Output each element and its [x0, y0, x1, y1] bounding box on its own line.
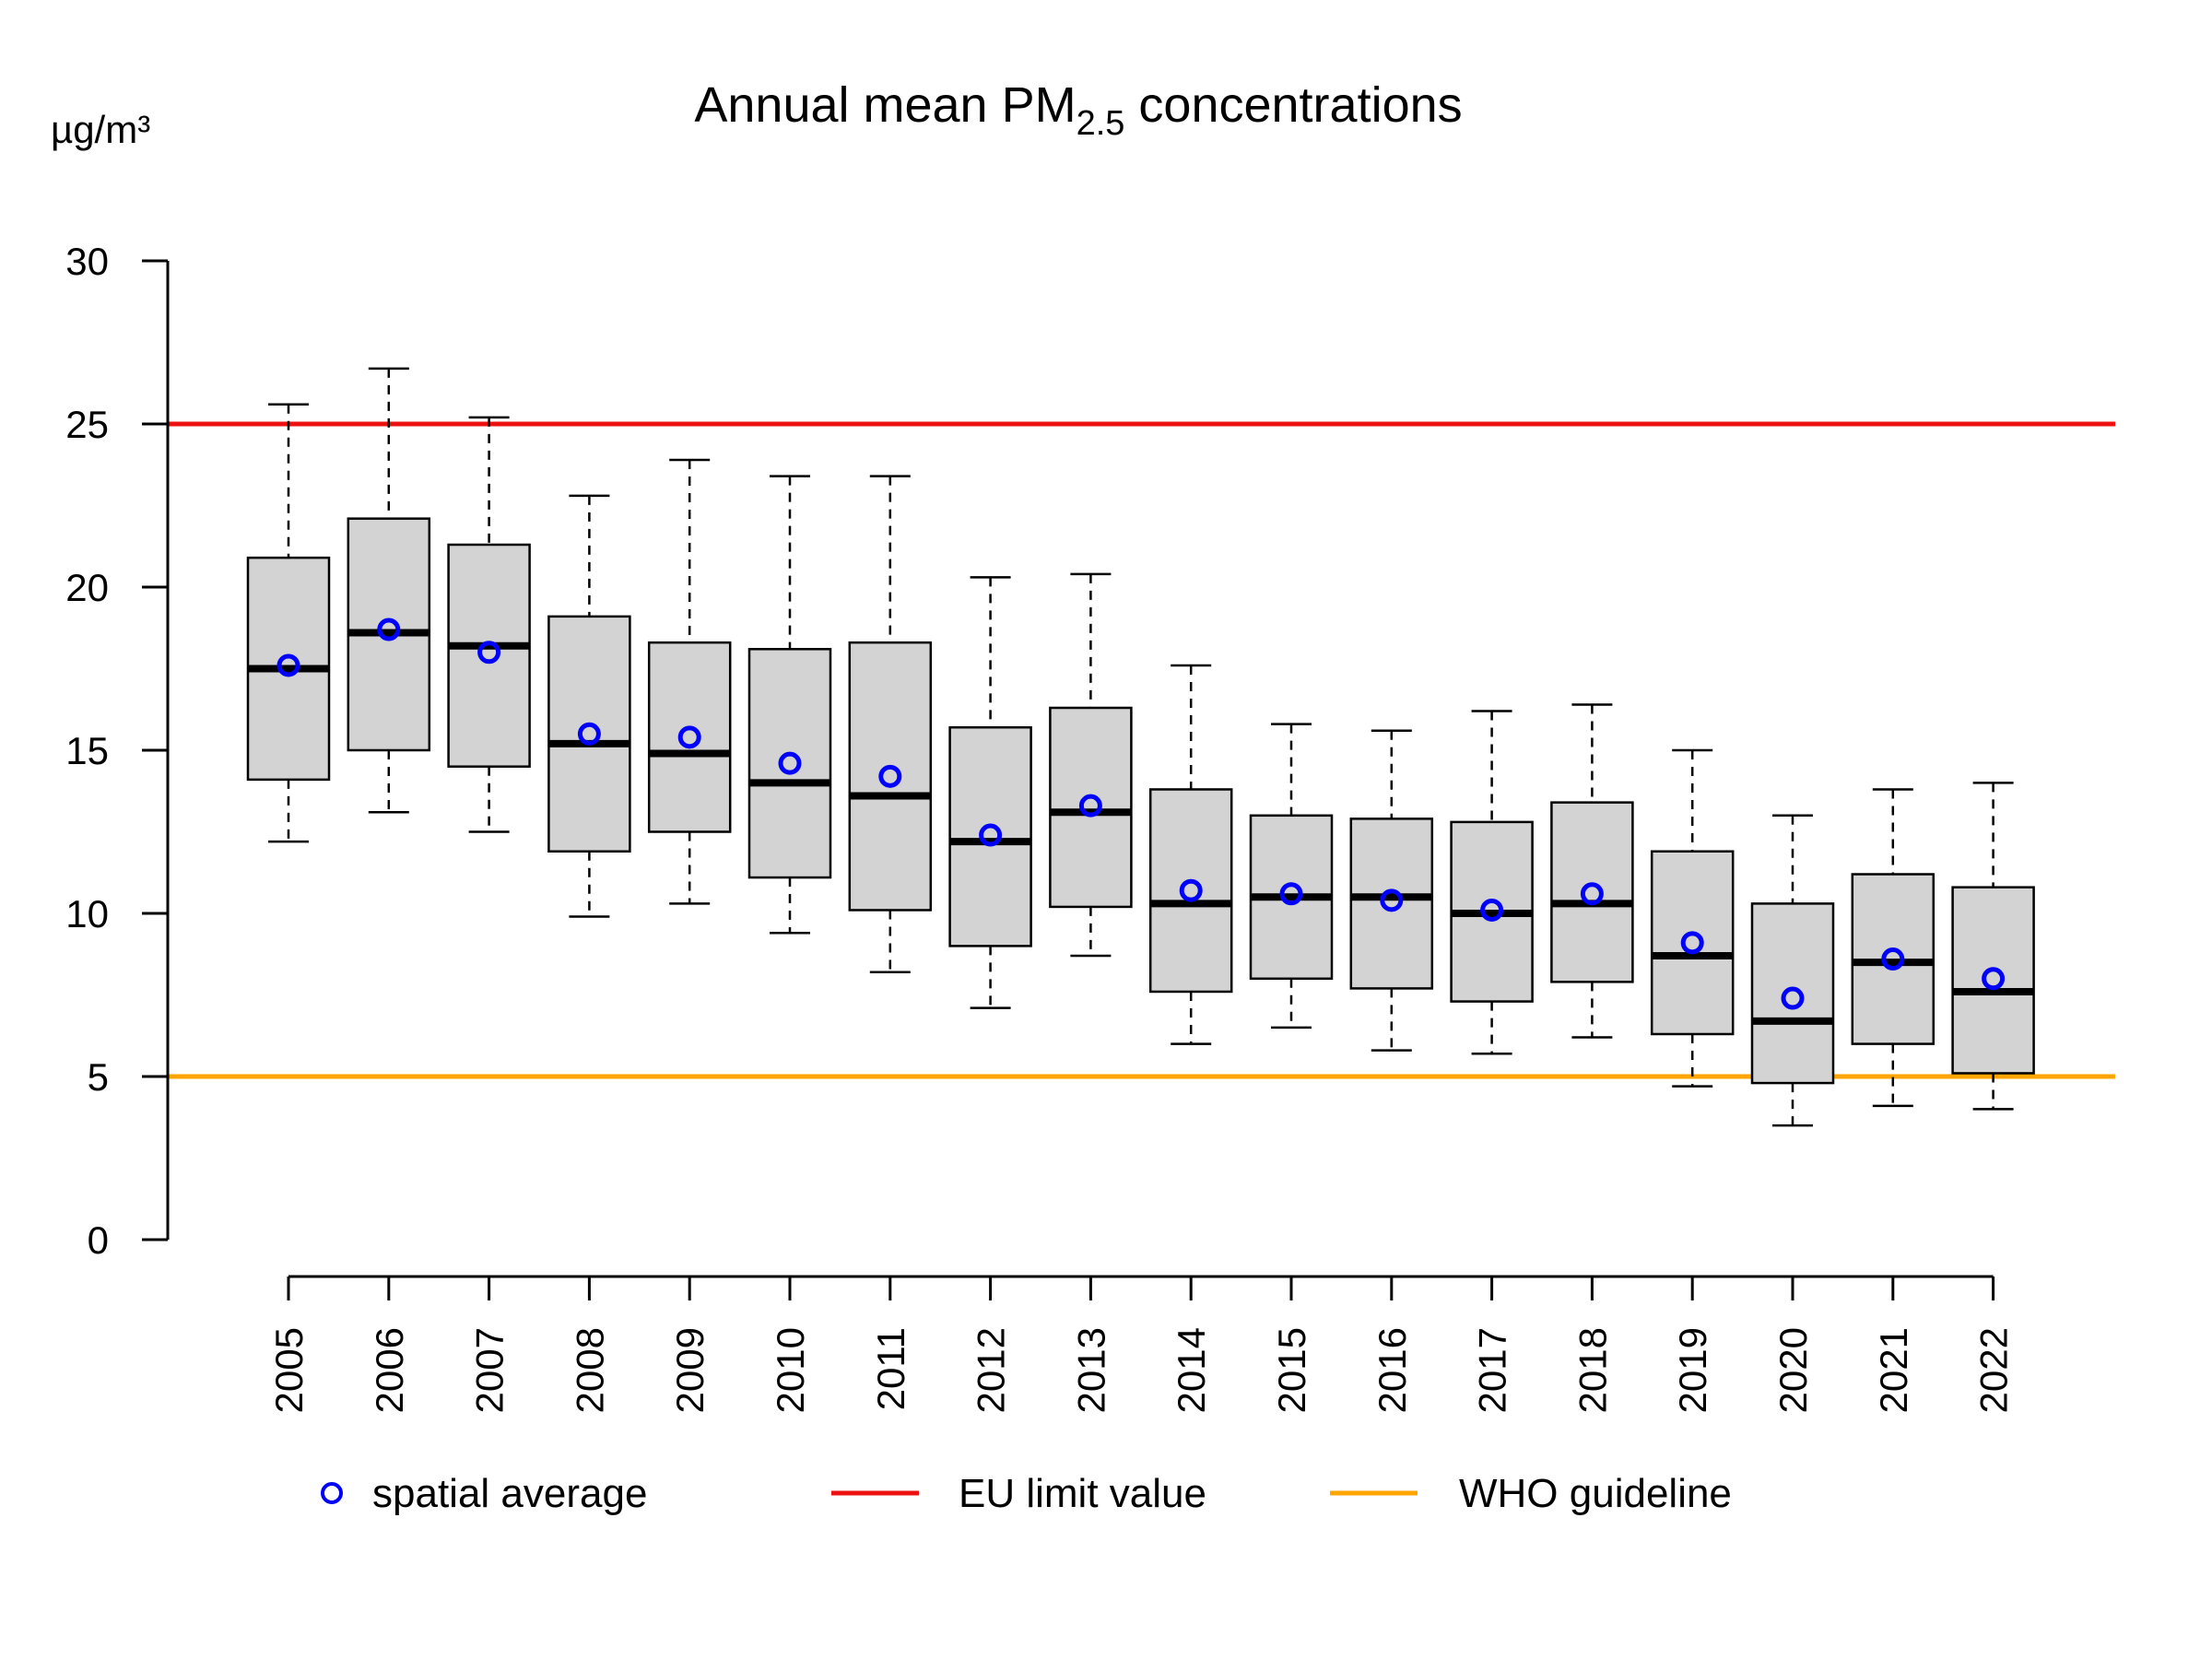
box-iqr — [848, 641, 933, 912]
box-iqr — [1550, 801, 1634, 983]
x-tick-label: 2017 — [1471, 1327, 1514, 1413]
x-tick-label: 2021 — [1872, 1327, 1915, 1413]
box-2021 — [1851, 788, 1936, 1108]
x-tick-label: 2022 — [1972, 1327, 2016, 1413]
legend: spatial average EU limit value WHO guideli… — [321, 1471, 1732, 1516]
box-2013 — [1049, 572, 1133, 958]
x-tick-label: 2020 — [1771, 1327, 1815, 1413]
x-tick-label: 2011 — [869, 1327, 912, 1410]
box-2005 — [246, 403, 331, 843]
x-tick-label: 2012 — [970, 1327, 1013, 1413]
box-iqr — [447, 543, 531, 768]
spatial-average-marker — [1881, 947, 1905, 971]
chart-title-main: Annual mean PM — [694, 77, 1076, 133]
x-tick-label: 2019 — [1671, 1327, 1714, 1413]
box-2008 — [547, 494, 631, 918]
x-tick-label: 2008 — [568, 1327, 611, 1413]
spatial-average-marker — [878, 764, 902, 788]
x-tick-label: 2013 — [1069, 1327, 1112, 1413]
spatial-average-marker — [1580, 882, 1604, 906]
box-2006 — [347, 367, 431, 814]
box-2012 — [948, 576, 1032, 1009]
spatial-average-marker — [577, 722, 601, 746]
y-tick-label: 30 — [65, 240, 109, 283]
box-iqr — [1349, 818, 1434, 990]
x-tick-label: 2016 — [1371, 1327, 1414, 1413]
spatial-average-marker — [477, 641, 501, 665]
chart-title: Annual mean PM2.5 concentrations — [694, 77, 1462, 143]
chart-title-subscript: 2.5 — [1077, 104, 1125, 143]
y-tick-label: 5 — [88, 1055, 109, 1099]
legend-label-who-guideline: WHO guideline — [1459, 1471, 1732, 1516]
box-iqr — [1650, 850, 1735, 1036]
spatial-average-marker — [276, 653, 300, 677]
spatial-average-marker — [1078, 794, 1102, 818]
chart-title-rest: concentrations — [1124, 77, 1462, 133]
axes: 0 5 10 15 20 25 30 2005 2006 2007 2008 2009 2010 2011… — [65, 240, 2015, 1413]
box-2018 — [1550, 703, 1634, 1039]
box-2022 — [1951, 782, 2035, 1111]
box-2009 — [647, 458, 732, 905]
spatial-average-marker — [1781, 986, 1805, 1010]
spatial-average-marker — [1480, 898, 1504, 922]
box-2020 — [1750, 814, 1835, 1127]
spatial-average-marker — [677, 725, 701, 749]
spatial-average-marker — [778, 751, 802, 775]
box-iqr — [647, 641, 732, 833]
box-iqr — [1049, 706, 1133, 909]
box-2019 — [1650, 748, 1735, 1088]
box-2015 — [1249, 723, 1334, 1030]
spatial-average-marker — [1380, 888, 1404, 912]
y-unit-label: µg/m³ — [51, 108, 150, 151]
box-iqr — [1750, 902, 1835, 1085]
x-tick-label: 2015 — [1270, 1327, 1313, 1413]
boxes — [246, 367, 2035, 1127]
y-tick-label: 10 — [65, 892, 109, 935]
spatial-average-marker — [1680, 931, 1704, 955]
box-iqr — [547, 615, 631, 853]
spatial-average-marker — [1179, 878, 1203, 902]
y-tick-label: 25 — [65, 403, 109, 446]
x-tick-label: 2018 — [1571, 1327, 1614, 1413]
box-2017 — [1450, 710, 1534, 1055]
box-iqr — [1951, 886, 2035, 1075]
spatial-average-marker — [1279, 882, 1303, 906]
spatial-average-marker — [979, 823, 1003, 847]
x-tick-label: 2010 — [769, 1327, 812, 1413]
x-tick-label: 2014 — [1170, 1327, 1213, 1413]
y-tick-label: 20 — [65, 566, 109, 609]
y-tick-label: 0 — [88, 1218, 109, 1262]
x-tick-label: 2009 — [668, 1327, 712, 1413]
box-2011 — [848, 475, 933, 973]
spatial-average-marker — [1982, 967, 2006, 991]
y-tick-label: 15 — [65, 729, 109, 772]
x-tick-label: 2007 — [468, 1327, 512, 1413]
x-tick-label: 2005 — [267, 1327, 311, 1413]
legend-marker-spatial-average — [321, 1482, 343, 1504]
box-iqr — [1148, 788, 1233, 994]
x-tick-label: 2006 — [368, 1327, 411, 1413]
box-2014 — [1148, 664, 1233, 1045]
box-2007 — [447, 416, 531, 833]
box-iqr — [948, 725, 1032, 947]
legend-label-spatial-average: spatial average — [372, 1471, 647, 1516]
legend-label-eu-limit: EU limit value — [959, 1471, 1206, 1516]
box-2010 — [747, 475, 832, 935]
box-2016 — [1349, 729, 1434, 1052]
spatial-average-marker — [377, 618, 401, 641]
box-iqr — [747, 648, 832, 879]
